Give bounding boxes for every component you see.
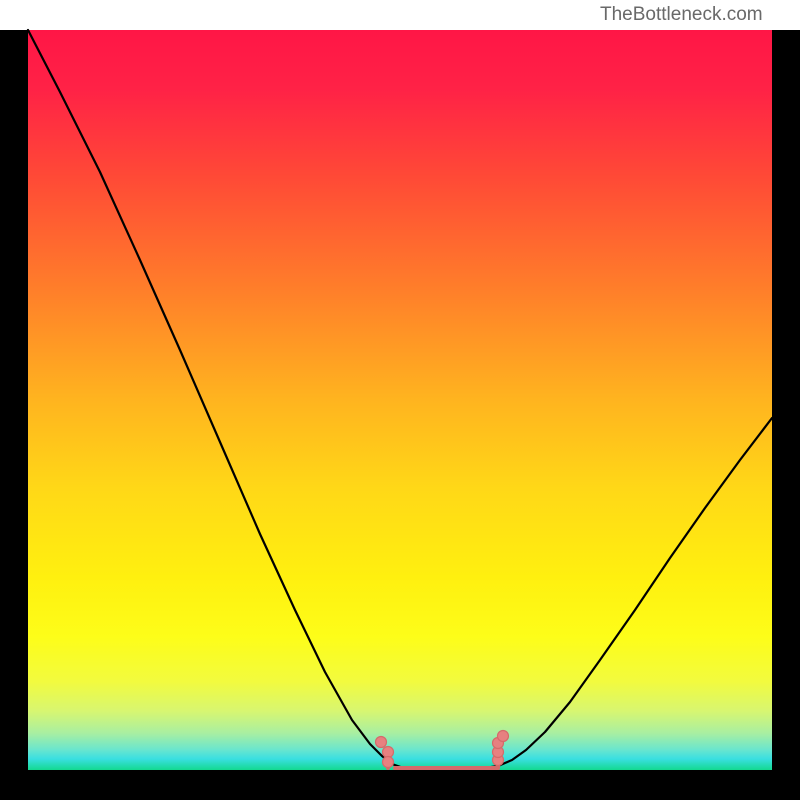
chart-root: TheBottleneck.com <box>0 0 800 800</box>
plot-gradient-area <box>28 30 772 770</box>
watermark-text: TheBottleneck.com <box>600 4 763 26</box>
